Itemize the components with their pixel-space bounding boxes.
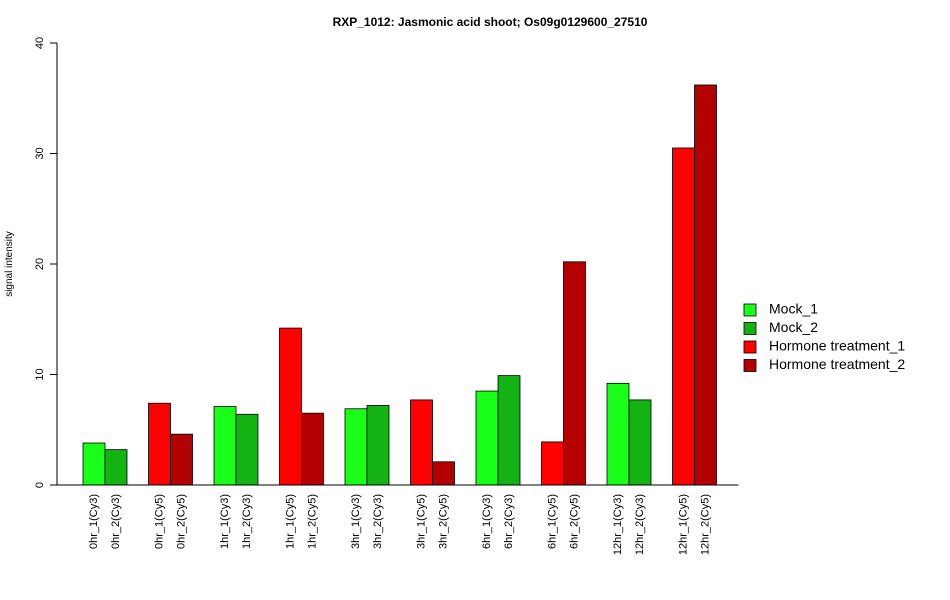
bar <box>82 442 106 486</box>
bar <box>410 399 433 486</box>
x-tick-label: 12hr_1(Cy3) <box>612 494 624 555</box>
x-tick-label: 0hr_2(Cy5) <box>175 494 187 549</box>
bar <box>301 412 324 486</box>
bar <box>606 382 630 486</box>
x-tick-label: 6hr_1(Cy5) <box>546 494 558 549</box>
y-tick-label: 20 <box>34 258 46 270</box>
legend-label: Hormone treatment_2 <box>769 356 905 372</box>
legend: Mock_1 Mock_2 Hormone treatment_1 Hormone t… <box>743 301 905 372</box>
y-tick-label: 30 <box>34 147 46 159</box>
bar <box>366 405 390 486</box>
bar <box>235 413 259 486</box>
x-tick-label: 6hr_2(Cy5) <box>568 494 580 549</box>
legend-label: Mock_1 <box>769 301 818 317</box>
bar <box>279 327 302 486</box>
bars-group <box>82 84 717 486</box>
x-tick-label: 3hr_1(Cy5) <box>415 494 427 549</box>
x-tick-label: 6hr_1(Cy3) <box>481 494 493 549</box>
legend-swatch <box>743 359 757 372</box>
bar <box>628 399 652 486</box>
y-axis: 0 10 20 30 40 <box>34 37 58 488</box>
bar <box>541 441 564 486</box>
legend-label: Hormone treatment_1 <box>769 338 905 354</box>
x-tick-label: 1hr_2(Cy5) <box>306 494 318 549</box>
bar <box>672 147 695 486</box>
legend-swatch <box>743 340 757 354</box>
bar <box>213 406 237 486</box>
x-tick-label: 3hr_1(Cy3) <box>350 494 362 549</box>
x-tick-label: 6hr_2(Cy3) <box>503 494 515 549</box>
bar <box>475 390 499 486</box>
x-tick-label: 0hr_1(Cy5) <box>153 494 165 549</box>
legend-swatch <box>743 322 757 335</box>
y-tick-label: 10 <box>34 368 46 380</box>
x-tick-label: 0hr_2(Cy3) <box>110 494 122 549</box>
legend-label: Mock_2 <box>769 319 818 335</box>
x-tick-labels: 0hr_1(Cy3) 0hr_2(Cy3) 0hr_1(Cy5) 0hr_2(Cy5)… <box>88 494 712 555</box>
x-tick-label: 12hr_2(Cy5) <box>699 494 711 555</box>
x-tick-label: 1hr_1(Cy5) <box>284 494 296 549</box>
x-tick-label: 12hr_2(Cy3) <box>634 494 646 555</box>
y-tick-label: 0 <box>34 482 46 488</box>
x-tick-label: 3hr_2(Cy5) <box>437 494 449 549</box>
chart-title: RXP_1012: Jasmonic acid shoot; Os09g0129… <box>333 15 648 29</box>
bar <box>104 449 128 486</box>
y-axis-label: signal intensity <box>4 231 15 297</box>
legend-swatch <box>743 303 757 317</box>
bar <box>432 461 455 486</box>
bar <box>497 375 521 486</box>
x-tick-label: 1hr_2(Cy3) <box>241 494 253 549</box>
bar <box>344 408 368 486</box>
y-tick-label: 40 <box>34 37 46 49</box>
x-tick-label: 3hr_2(Cy3) <box>372 494 384 549</box>
bar <box>694 84 717 486</box>
x-tick-label: 0hr_1(Cy3) <box>88 494 100 549</box>
x-tick-label: 12hr_1(Cy5) <box>677 494 689 555</box>
bar <box>563 261 586 486</box>
bar <box>170 433 193 486</box>
bar <box>148 402 171 486</box>
x-tick-label: 1hr_1(Cy3) <box>219 494 231 549</box>
